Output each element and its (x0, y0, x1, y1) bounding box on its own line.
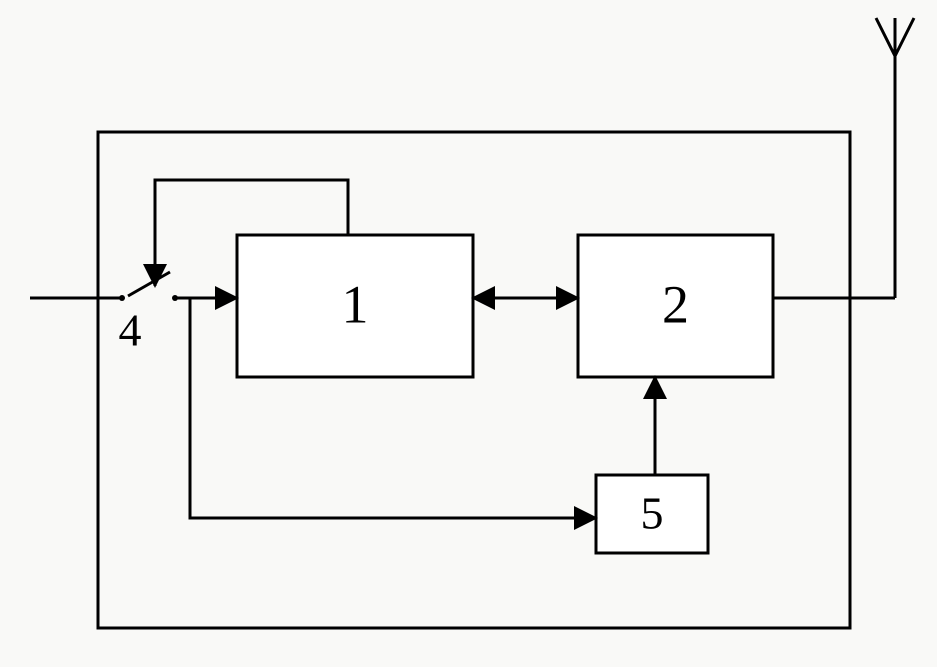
block-diagram: 1 2 5 4 (0, 0, 937, 667)
block-2: 2 (578, 235, 773, 377)
switch-blade (128, 272, 170, 296)
outer-enclosure (98, 132, 850, 628)
block-label-2: 2 (662, 274, 689, 334)
block-label-5: 5 (641, 488, 664, 539)
block-label-1: 1 (342, 274, 369, 334)
antenna-icon (773, 18, 914, 298)
switch-hinge (119, 295, 125, 301)
block-1: 1 (237, 235, 473, 377)
block-5: 5 (596, 475, 708, 553)
switch-label: 4 (119, 305, 142, 356)
